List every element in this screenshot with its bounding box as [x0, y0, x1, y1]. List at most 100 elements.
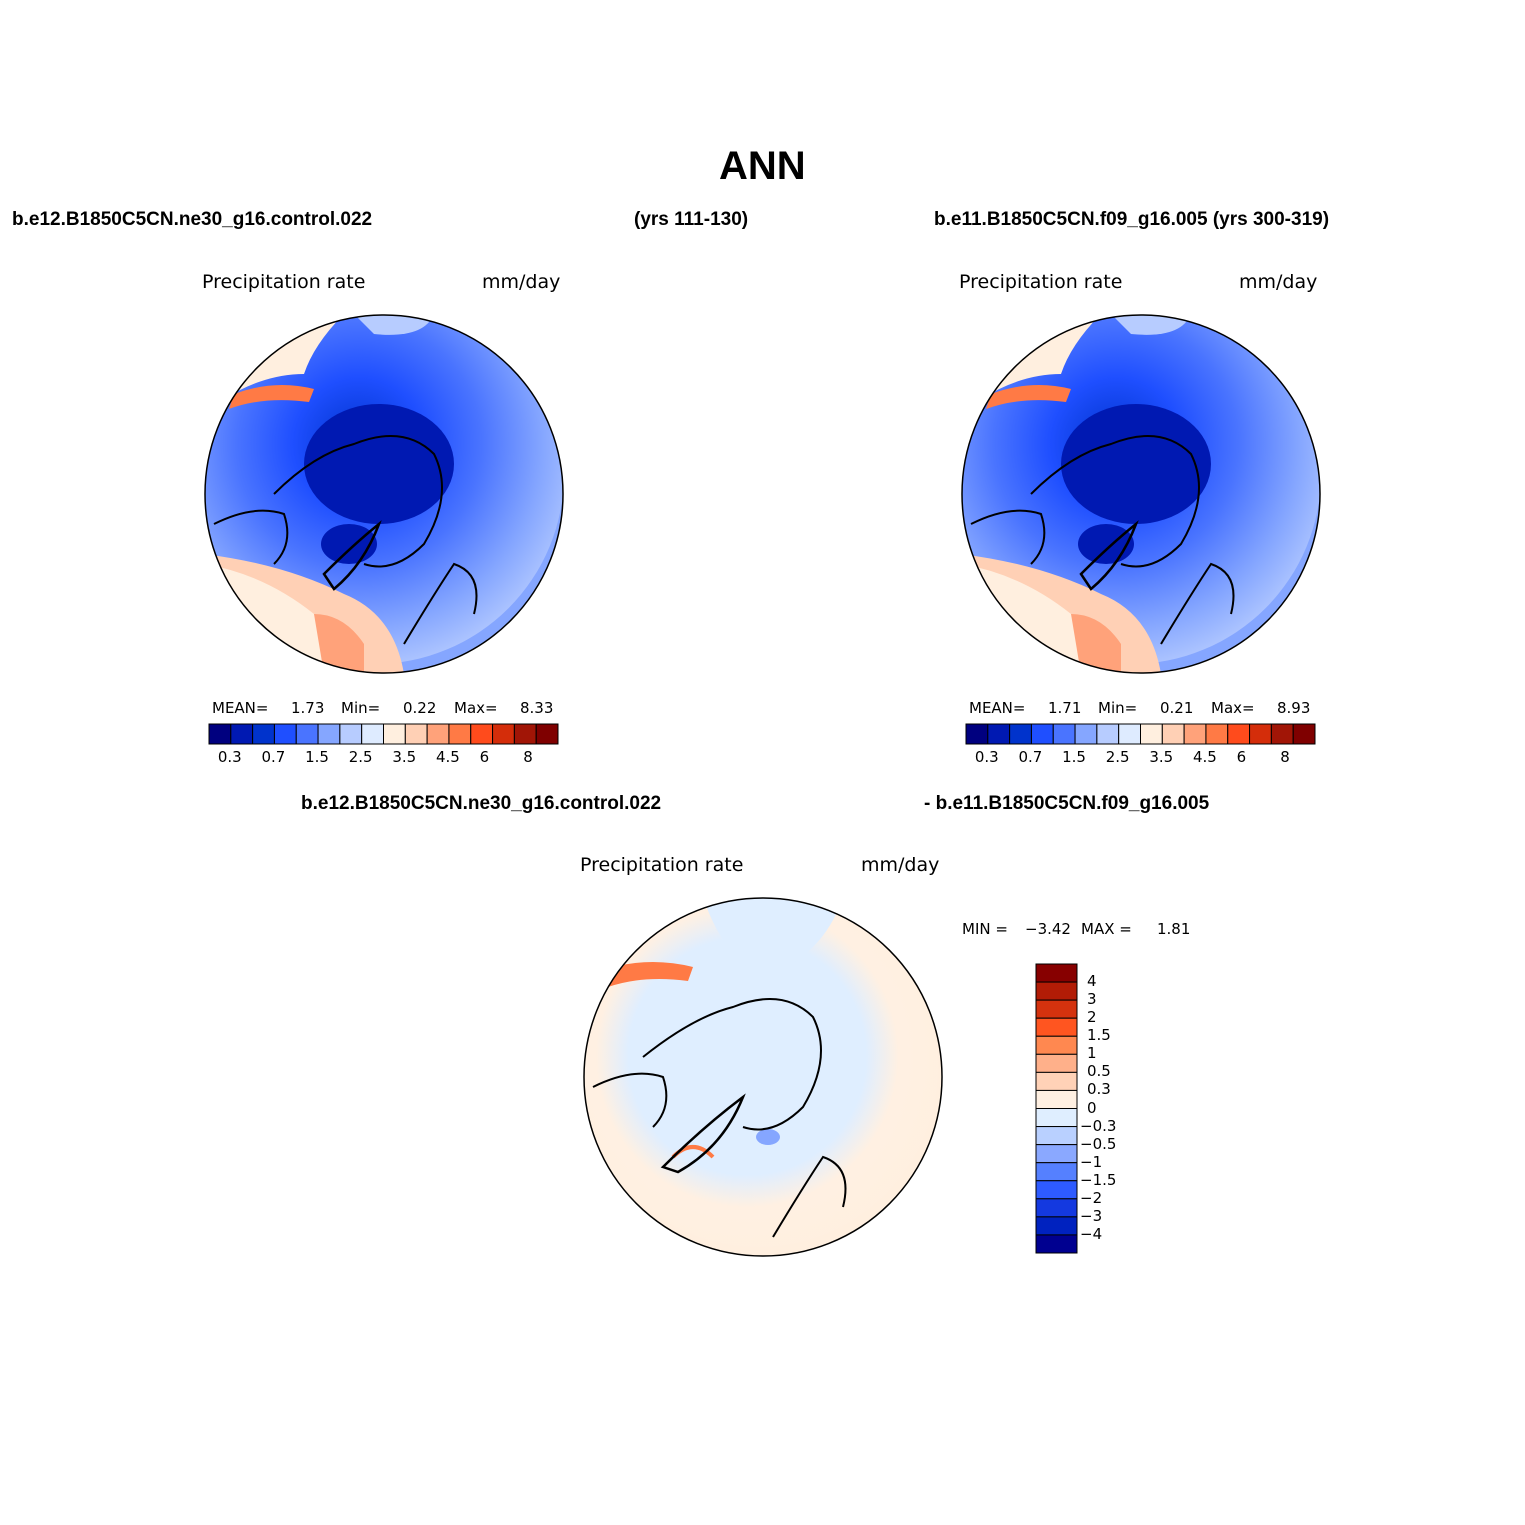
panel1-colorbar-tick-label: 0.3 [217, 748, 242, 766]
panel1-colorbar-ticks: 0.3 0.7 1.5 2.5 3.5 4.5 6 8 [209, 748, 558, 768]
panel2-colorbar-swatch [1292, 723, 1316, 745]
panel2-max-label: Max= [1211, 699, 1255, 717]
panel3-colorbar-tick-label: −0.3 [1080, 1116, 1117, 1135]
panel2-min-label: Min= [1098, 699, 1138, 717]
panel3-colorbar-swatch [1035, 1144, 1078, 1164]
panel2-colorbar-swatch [1140, 723, 1163, 745]
panel1-colorbar-swatch [295, 723, 319, 745]
panel3-colorbar-tick-label: 4 [1087, 972, 1097, 991]
panel2-colorbar-tick-label: 1.5 [1062, 748, 1086, 766]
panel2-colorbar-swatch [1052, 723, 1076, 745]
panel3-colorbar-swatch [1035, 1017, 1078, 1037]
panel2-colorbar-swatch [987, 723, 1011, 745]
panel3-colorbar-swatch [1035, 1126, 1078, 1146]
panel2-colorbar-swatch [1183, 723, 1207, 745]
panel3-colorbar-swatch [1035, 1089, 1078, 1109]
panel3-colorbar-ticks: 4 3 2 1.5 1 0.5 0.3 0 −0.3 −0.5 −1 −1.5 −2 −3 −4 [1080, 964, 1140, 1253]
panel1-colorbar-tick-label: 1.5 [305, 748, 329, 766]
panel3-colorbar-swatch [1035, 1035, 1078, 1055]
panel2-colorbar-swatch [1249, 723, 1272, 745]
panel2-colorbar-tick-label: 8 [1280, 748, 1290, 766]
panel3-colorbar-tick-label: 1 [1087, 1044, 1097, 1063]
panel2-colorbar-ticks: 0.3 0.7 1.5 2.5 3.5 4.5 6 8 [966, 748, 1315, 768]
panel3-colorbar-swatch [1035, 1180, 1078, 1200]
panel2-max-value: 8.93 [1277, 699, 1311, 717]
panel3-colorbar [1035, 963, 1078, 1254]
panel3-colorbar-swatch [1035, 981, 1078, 1001]
panel2-colorbar-tick-label: 4.5 [1192, 748, 1217, 766]
panel2-colorbar-tick-label: 0.3 [974, 748, 999, 766]
panel3-colorbar-swatch [1035, 1071, 1078, 1091]
panel1-colorbar-tick-label: 4.5 [435, 748, 460, 766]
panel1-years-label: (yrs 111-130) [634, 209, 749, 230]
panel1-colorbar-swatch [448, 723, 472, 745]
panel1-colorbar-swatch [535, 723, 559, 745]
panel1-min-label: Min= [341, 699, 381, 717]
panel3-colorbar-tick-label: −1.5 [1080, 1170, 1117, 1189]
panel3-colorbar-swatch [1035, 1216, 1078, 1236]
panel2-case-label: b.e11.B1850C5CN.f09_g16.005 (yrs 300-319… [934, 209, 1330, 230]
panel1-colorbar-swatch [470, 723, 494, 745]
panel3-colorbar-tick-label: −3 [1080, 1206, 1103, 1225]
panel3-colorbar-tick-label: −4 [1080, 1224, 1103, 1243]
panel1-colorbar-swatch [252, 723, 275, 745]
panel1-colorbar-swatch [361, 723, 384, 745]
panel1-colorbar-tick-label: 2.5 [348, 748, 373, 766]
panel2-colorbar-tick-label: 0.7 [1018, 748, 1043, 766]
panel3-variable: Precipitation rate [580, 854, 744, 876]
panel1-colorbar-tick-label: 6 [479, 748, 490, 766]
panel2-mean-value: 1.71 [1048, 699, 1082, 717]
panel3-colorbar-tick-label: −2 [1080, 1188, 1103, 1207]
panel3-colorbar-tick-label: 0 [1087, 1098, 1097, 1117]
panel1-colorbar-swatch [513, 723, 537, 745]
panel1-colorbar-swatch [273, 723, 297, 745]
panel1-colorbar-swatch [492, 723, 515, 745]
panel3-colorbar-tick-label: 0.3 [1087, 1080, 1111, 1099]
panel2-colorbar-swatch [1161, 723, 1185, 745]
panel2-mean-label: MEAN= [969, 699, 1026, 717]
panel3-colorbar-tick-label: 2 [1087, 1008, 1097, 1027]
panel1-colorbar-swatch [339, 723, 363, 745]
page-title: ANN [719, 144, 806, 188]
panel2-colorbar-tick-label: 2.5 [1105, 748, 1130, 766]
panel3-colorbar-swatch [1035, 1234, 1078, 1254]
panel2-colorbar-swatch [1030, 723, 1054, 745]
panel3-colorbar-swatch [1035, 963, 1078, 983]
panel3-colorbar-swatch [1035, 1198, 1078, 1218]
panel2-colorbar-swatch [1227, 723, 1251, 745]
panel3-min-value: −3.42 [1025, 920, 1071, 938]
panel1-colorbar-swatch [426, 723, 450, 745]
panel3-case-a-label: b.e12.B1850C5CN.ne30_g16.control.022 [301, 793, 662, 814]
panel2-polar-map [961, 314, 1321, 674]
panel1-colorbar-swatch [383, 723, 406, 745]
panel1-colorbar-swatch [230, 723, 254, 745]
panel3-units: mm/day [861, 854, 940, 876]
panel1-colorbar [208, 723, 559, 745]
panel3-colorbar-swatch [1035, 999, 1078, 1019]
panel1-colorbar-swatch [208, 723, 232, 745]
panel3-colorbar-tick-label: 3 [1087, 990, 1097, 1009]
panel1-colorbar-swatch [404, 723, 428, 745]
panel2-colorbar-tick-label: 3.5 [1149, 748, 1174, 766]
panel2-colorbar-swatch [1270, 723, 1294, 745]
panel3-max-label: MAX = [1081, 920, 1132, 938]
panel3-colorbar-tick-label: 1.5 [1087, 1026, 1111, 1045]
panel1-units: mm/day [482, 271, 561, 293]
panel1-variable: Precipitation rate [202, 271, 366, 293]
panel2-colorbar-swatch [1074, 723, 1098, 745]
panel3-max-value: 1.81 [1157, 920, 1191, 938]
panel2-colorbar [965, 723, 1316, 745]
panel3-min-label: MIN = [962, 920, 1008, 938]
panel1-colorbar-swatch [317, 723, 341, 745]
panel3-case-b-label: - b.e11.B1850C5CN.f09_g16.005 [924, 793, 1210, 814]
panel3-colorbar-swatch [1035, 1108, 1078, 1128]
panel2-colorbar-swatch [1096, 723, 1120, 745]
panel1-mean-value: 1.73 [291, 699, 325, 717]
panel2-colorbar-tick-label: 6 [1236, 748, 1247, 766]
panel2-variable: Precipitation rate [959, 271, 1123, 293]
panel2-colorbar-swatch [1118, 723, 1141, 745]
panel1-colorbar-tick-label: 3.5 [392, 748, 417, 766]
panel2-colorbar-swatch [1205, 723, 1229, 745]
panel3-colorbar-swatch [1035, 1053, 1078, 1073]
panel1-polar-map [204, 314, 564, 674]
